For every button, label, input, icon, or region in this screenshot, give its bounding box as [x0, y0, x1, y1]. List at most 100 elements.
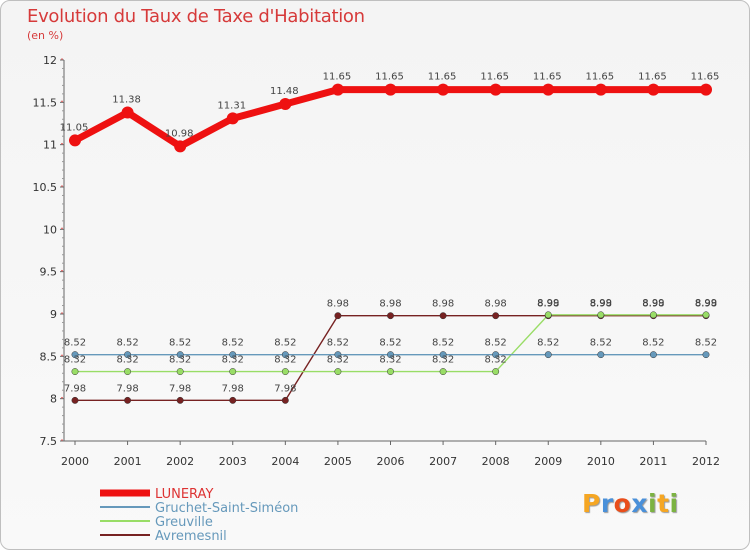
- data-label: 8.98: [327, 299, 349, 310]
- x-tick-label: 2000: [61, 455, 89, 468]
- data-point: [229, 396, 237, 404]
- y-tick-label: 8.5: [40, 350, 58, 363]
- data-point: [334, 368, 342, 376]
- x-tick-label: 2004: [271, 455, 299, 468]
- data-point: [489, 83, 502, 96]
- chart-subtitle: (en %): [27, 29, 64, 42]
- data-point: [544, 311, 552, 319]
- x-tick-label: 2006: [377, 455, 405, 468]
- data-label: 11.65: [533, 72, 562, 83]
- data-point: [281, 351, 289, 359]
- data-label: 8.32: [222, 355, 244, 366]
- data-label: 7.98: [274, 383, 296, 394]
- data-label: 8.32: [116, 355, 138, 366]
- data-label: 8.32: [379, 355, 401, 366]
- data-label: 10.98: [165, 128, 194, 139]
- logo-letter: x: [631, 489, 648, 518]
- data-label: 11.05: [60, 122, 89, 133]
- data-label: 8.52: [590, 338, 612, 349]
- y-axis-dot: [61, 396, 63, 399]
- legend-label: LUNERAY: [155, 487, 213, 502]
- data-point: [387, 368, 394, 376]
- data-point: [176, 368, 184, 376]
- data-point: [229, 351, 237, 359]
- logo-letter: t: [657, 489, 670, 518]
- data-point: [387, 351, 394, 359]
- logo-letter: P: [582, 489, 601, 518]
- data-point: [439, 312, 447, 320]
- data-point: [71, 396, 79, 404]
- data-label: 8.52: [169, 338, 191, 349]
- logo-letter: i: [669, 489, 679, 518]
- data-label: 8.52: [432, 338, 454, 349]
- data-label: 8.52: [327, 338, 349, 349]
- y-tick-label: 9: [50, 308, 57, 321]
- y-axis-dot: [61, 58, 63, 60]
- data-point: [174, 140, 187, 153]
- data-point: [331, 83, 344, 96]
- data-label: 8.32: [485, 355, 507, 366]
- x-tick-label: 2001: [114, 455, 142, 468]
- data-label: 8.98: [537, 299, 559, 310]
- data-label: 8.32: [64, 355, 86, 366]
- data-point: [124, 396, 132, 404]
- data-point: [437, 83, 450, 96]
- data-label: 11.65: [428, 72, 457, 83]
- logo-letter: r: [600, 489, 614, 518]
- data-point: [281, 368, 289, 376]
- data-label: 7.98: [169, 383, 191, 394]
- data-point: [542, 83, 555, 96]
- data-label: 7.98: [222, 383, 244, 394]
- y-axis-dot: [61, 142, 63, 145]
- data-label: 8.32: [169, 355, 191, 366]
- data-label: 8.98: [642, 299, 664, 310]
- data-point: [71, 368, 79, 376]
- y-tick-label: 11: [43, 139, 57, 152]
- data-label: 8.52: [537, 338, 559, 349]
- data-label: 8.32: [274, 355, 296, 366]
- y-tick-label: 9.5: [40, 266, 58, 279]
- data-point: [597, 311, 605, 319]
- data-label: 8.32: [327, 355, 349, 366]
- data-label: 8.52: [485, 338, 507, 349]
- y-tick-label: 10.5: [33, 181, 58, 194]
- data-point: [69, 134, 81, 147]
- data-point: [229, 368, 237, 376]
- data-label: 8.99: [590, 298, 612, 309]
- data-point: [124, 351, 132, 359]
- y-axis-dot: [61, 312, 63, 314]
- data-point: [176, 396, 184, 404]
- logo-letter: i: [648, 489, 658, 518]
- data-point: [492, 351, 500, 359]
- data-label: 7.98: [116, 383, 138, 394]
- x-tick-label: 2008: [482, 455, 510, 468]
- data-label: 8.98: [590, 299, 612, 310]
- data-point: [334, 351, 342, 359]
- data-label: 11.31: [217, 100, 246, 111]
- x-tick-label: 2009: [534, 455, 562, 468]
- data-point: [121, 106, 134, 119]
- y-axis-dot: [61, 100, 63, 103]
- data-point: [702, 351, 710, 359]
- data-label: 8.98: [432, 299, 454, 310]
- y-tick-label: 8: [50, 393, 57, 406]
- data-label: 8.98: [379, 299, 401, 310]
- data-point: [281, 396, 289, 404]
- data-point: [492, 312, 500, 320]
- data-label: 11.65: [375, 72, 404, 83]
- data-label: 11.38: [112, 94, 141, 105]
- data-label: 8.52: [695, 338, 717, 349]
- data-point: [226, 112, 239, 125]
- data-point: [492, 368, 500, 376]
- x-tick-label: 2011: [639, 455, 667, 468]
- data-point: [124, 368, 132, 376]
- legend-label: Avremesnil: [155, 529, 227, 544]
- data-label: 8.99: [537, 298, 559, 309]
- data-point: [439, 368, 447, 376]
- data-label: 8.98: [485, 299, 507, 310]
- data-label: 8.99: [695, 298, 717, 309]
- data-point: [439, 351, 447, 359]
- data-point: [649, 351, 657, 359]
- data-point: [387, 312, 394, 320]
